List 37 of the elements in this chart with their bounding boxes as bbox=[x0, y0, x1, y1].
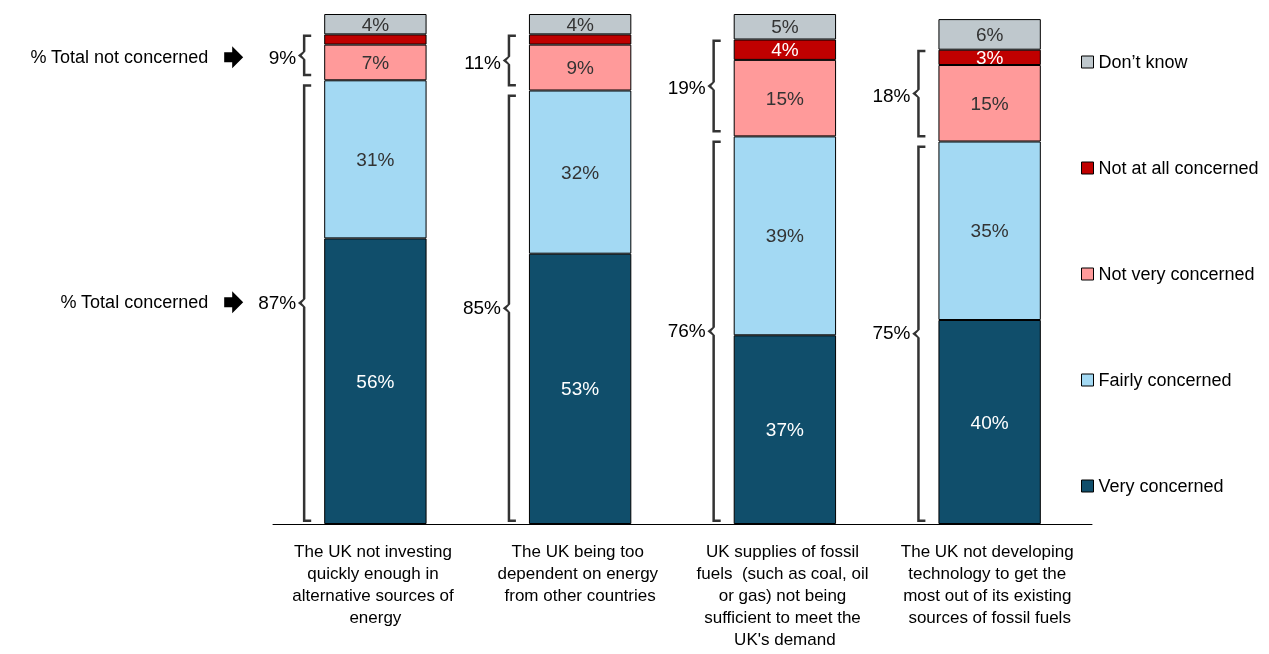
data-label: 9% bbox=[566, 57, 594, 79]
x-tick-label: The UK not developing technology to get the most out of its existing sources of fossil fuels bbox=[900, 541, 1079, 627]
legend-label: Very concerned bbox=[1098, 476, 1224, 496]
data-label: 40% bbox=[970, 411, 1009, 433]
annotation: 19% bbox=[667, 77, 706, 99]
data-label: 4% bbox=[566, 13, 594, 35]
data-label: 5% bbox=[771, 16, 799, 38]
annotation: 87% bbox=[258, 291, 297, 313]
x-tick-label: The UK being too dependent on energy from other countries bbox=[497, 541, 663, 605]
data-label: 4% bbox=[771, 39, 799, 61]
data-label: 56% bbox=[356, 370, 395, 392]
x-tick-label: The UK not investing quickly enough in alternative sources of energy bbox=[292, 541, 459, 627]
text: % Total not concerned bbox=[30, 47, 209, 68]
annotation: 75% bbox=[872, 322, 911, 344]
annotation: 11% bbox=[464, 51, 502, 73]
legend-label: Fairly concerned bbox=[1098, 370, 1232, 390]
data-label: 32% bbox=[561, 161, 600, 183]
data-label: 3% bbox=[975, 46, 1004, 68]
legend-label: Don’t know bbox=[1098, 52, 1189, 72]
data-label: 31% bbox=[356, 148, 395, 170]
data-label: 6% bbox=[975, 23, 1004, 45]
x-tick-label: UK supplies of fossil fuels (such as coal, oil or gas) not being sufficient to meet the UK's demand bbox=[696, 541, 874, 649]
data-label: 39% bbox=[765, 225, 804, 247]
annotation: 76% bbox=[667, 319, 706, 341]
data-label: 4% bbox=[361, 13, 390, 35]
text: % Total concerned bbox=[60, 292, 209, 313]
data-label: 53% bbox=[561, 378, 600, 400]
data-label: 15% bbox=[970, 92, 1009, 114]
data-label: 37% bbox=[765, 419, 804, 441]
legend-label: Not very concerned bbox=[1098, 264, 1255, 284]
annotation: 85% bbox=[462, 296, 502, 318]
data-label: 7% bbox=[361, 51, 390, 73]
annotation: 18% bbox=[872, 85, 911, 107]
data-label: 15% bbox=[765, 87, 804, 109]
legend-label: Not at all concerned bbox=[1098, 158, 1259, 178]
annotation: 9% bbox=[268, 46, 297, 68]
data-label: 35% bbox=[970, 220, 1009, 242]
